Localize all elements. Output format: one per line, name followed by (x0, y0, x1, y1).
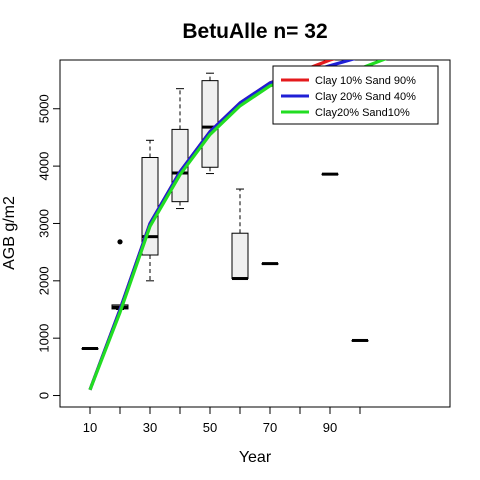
chart-title: BetuAlle n= 32 (182, 20, 327, 43)
boxplot (171, 88, 189, 210)
legend-label: Clay 10% Sand 90% (315, 75, 416, 87)
x-tick-label: 50 (203, 420, 217, 435)
boxplot (321, 172, 339, 176)
x-axis-label: Year (239, 449, 272, 466)
outlier-point (117, 239, 123, 245)
y-tick-label: 1000 (37, 324, 52, 353)
y-axis: 0 1000 2000 3000 4000 5000 (37, 94, 61, 399)
boxplot (261, 262, 279, 266)
box (231, 232, 249, 280)
legend-label: Clay 20% Sand 40% (315, 91, 416, 103)
x-tick-label: 30 (143, 420, 157, 435)
legend: Clay 10% Sand 90% Clay 20% Sand 40% Clay20… (272, 65, 439, 125)
boxplot (141, 139, 159, 282)
boxplot (351, 338, 369, 342)
box (201, 80, 219, 168)
x-tick-label: 10 (83, 420, 97, 435)
x-tick-label: 90 (323, 420, 337, 435)
boxplot (231, 188, 249, 281)
x-axis: 10 30 50 70 90 (83, 406, 361, 435)
y-tick-label: 0 (37, 392, 52, 399)
y-tick-label: 3000 (37, 209, 52, 238)
y-tick-label: 5000 (37, 94, 52, 123)
y-tick-label: 4000 (37, 152, 52, 181)
legend-label: Clay20% Sand10% (315, 107, 410, 119)
boxplot (81, 346, 99, 350)
boxplot (201, 72, 219, 175)
x-tick-label: 70 (263, 420, 277, 435)
y-axis-label: AGB g/m2 (1, 196, 18, 270)
y-tick-label: 2000 (37, 266, 52, 295)
